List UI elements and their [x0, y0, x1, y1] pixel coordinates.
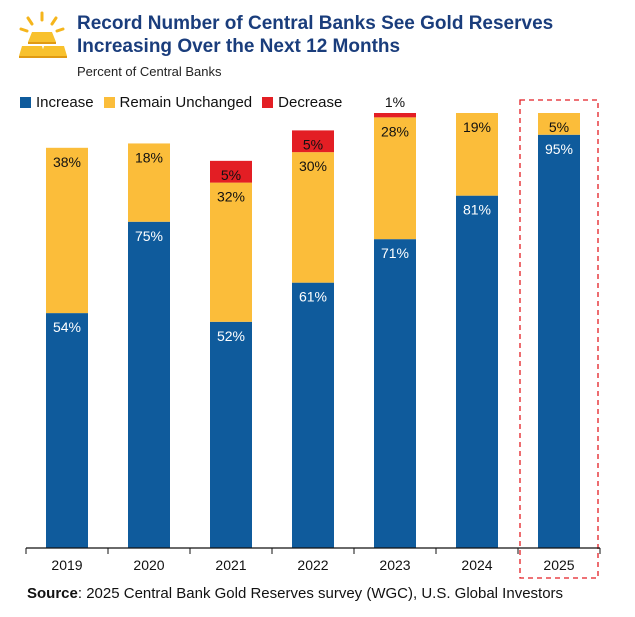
data-label-increase-2019: 54%	[53, 319, 81, 335]
x-tick-label-2021: 2021	[215, 557, 246, 573]
bar-increase-2025	[538, 134, 580, 548]
data-label-remain-unchanged-2023: 28%	[381, 123, 409, 139]
x-tick-label-2025: 2025	[543, 557, 574, 573]
data-label-decrease-2023: 1%	[385, 94, 405, 110]
x-tick-label-2023: 2023	[379, 557, 410, 573]
bar-increase-2023	[374, 239, 416, 548]
bar-decrease-2022	[292, 130, 334, 153]
bar-decrease-2021	[210, 160, 252, 183]
data-label-increase-2025: 95%	[545, 141, 573, 157]
data-label-increase-2023: 71%	[381, 245, 409, 261]
data-label-remain-unchanged-2021: 32%	[217, 189, 245, 205]
bar-decrease-2023	[374, 113, 416, 118]
source-note: Source: 2025 Central Bank Gold Reserves …	[27, 585, 563, 602]
bar-remain-unchanged-2025	[538, 113, 580, 135]
legend-label-decrease: Decrease	[278, 94, 343, 111]
data-label-increase-2022: 61%	[299, 289, 327, 305]
legend-label-increase: Increase	[36, 94, 94, 111]
title-line-1: Record Number of Central Banks See Gold …	[77, 13, 554, 34]
data-label-decrease-2021: 5%	[221, 167, 241, 183]
chart-title: Record Number of Central Banks See Gold …	[77, 12, 622, 58]
x-tick-label-2022: 2022	[297, 557, 328, 573]
legend: Increase Remain Unchanged Decrease	[20, 94, 352, 111]
source-text: : 2025 Central Bank Gold Reserves survey…	[77, 585, 564, 602]
legend-item-increase: Increase	[20, 94, 94, 111]
title-line-2: Increasing Over the Next 12 Months	[77, 36, 401, 57]
bar-remain-unchanged-2022	[292, 152, 334, 283]
chart-subtitle: Percent of Central Banks	[77, 64, 222, 79]
x-tick-label-2020: 2020	[133, 557, 164, 573]
bar-increase-2022	[292, 282, 334, 548]
bar-remain-unchanged-2020	[128, 143, 170, 222]
data-label-increase-2024: 81%	[463, 202, 491, 218]
legend-item-decrease: Decrease	[262, 94, 342, 111]
gold-bars-icon	[19, 11, 67, 58]
legend-swatch-decrease	[262, 97, 274, 108]
legend-item-unchanged: Remain Unchanged	[103, 94, 253, 111]
highlight-box-2025	[519, 99, 599, 579]
data-label-increase-2020: 75%	[135, 228, 163, 244]
legend-swatch-increase	[20, 97, 31, 108]
data-label-remain-unchanged-2025: 5%	[549, 119, 569, 135]
bar-increase-2019	[46, 313, 88, 548]
x-tick-label-2024: 2024	[461, 557, 492, 573]
bar-increase-2024	[456, 195, 498, 548]
data-label-remain-unchanged-2019: 38%	[53, 154, 81, 170]
source-label: Source	[27, 585, 78, 602]
data-label-decrease-2022: 5%	[303, 136, 323, 152]
bar-remain-unchanged-2021	[210, 182, 252, 322]
data-label-remain-unchanged-2020: 18%	[135, 149, 163, 165]
legend-label-unchanged: Remain Unchanged	[119, 94, 253, 111]
x-tick-label-2019: 2019	[51, 557, 82, 573]
bar-remain-unchanged-2023	[374, 117, 416, 240]
bar-remain-unchanged-2019	[46, 147, 88, 314]
bar-remain-unchanged-2024	[456, 113, 498, 196]
bar-increase-2020	[128, 221, 170, 548]
data-label-remain-unchanged-2024: 19%	[463, 119, 491, 135]
bar-increase-2021	[210, 321, 252, 548]
data-label-remain-unchanged-2022: 30%	[299, 158, 327, 174]
legend-swatch-unchanged	[103, 97, 115, 108]
data-label-increase-2021: 52%	[217, 328, 245, 344]
